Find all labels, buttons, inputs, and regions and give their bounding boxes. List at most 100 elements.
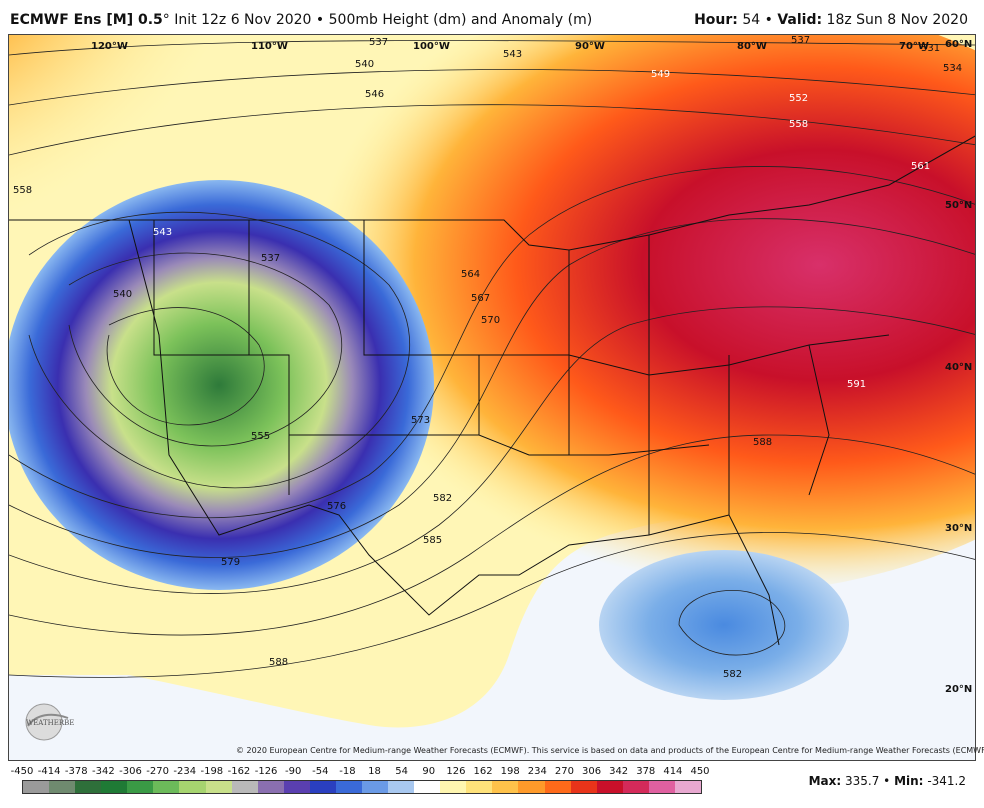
contour-label: 576	[327, 501, 346, 512]
title-separator: •	[315, 12, 325, 28]
legend-color-swatch	[335, 781, 363, 793]
max-value: 335.7	[844, 774, 880, 788]
legend-tick-label: 234	[527, 766, 547, 777]
valid-separator: •	[764, 12, 773, 28]
contour-label: 549	[651, 69, 670, 80]
legend-tick-label: -126	[254, 766, 278, 777]
legend-color-swatch	[362, 781, 389, 793]
legend-color-swatch	[231, 781, 258, 793]
max-min-readout: Max: 335.7 • Min: -341.2	[809, 774, 966, 788]
legend-color-swatch	[518, 781, 545, 793]
hour-value: 54	[742, 12, 761, 28]
legend-tick-label: 378	[636, 766, 656, 777]
legend-color-swatch	[257, 781, 284, 793]
valid-info: Hour: 54 • Valid: 18z Sun 8 Nov 2020	[694, 12, 968, 28]
legend-color-swatch	[544, 781, 571, 793]
logo-text: WEATHERBELL	[26, 719, 74, 727]
legend-color-swatch	[179, 781, 206, 793]
contour-label: 585	[423, 535, 442, 546]
political-boundaries	[9, 135, 975, 646]
chart-title: ECMWF Ens [M] 0.5° Init 12z 6 Nov 2020 •…	[10, 12, 592, 28]
contour-label: 561	[911, 161, 930, 172]
legend-color-swatch	[674, 781, 702, 793]
contour-label: 558	[13, 185, 32, 196]
contour-label: 555	[251, 431, 270, 442]
legend-tick-label: -342	[92, 766, 115, 777]
lon-label: 70°W	[899, 41, 929, 52]
contour-label: 564	[461, 269, 480, 280]
color-legend: -450 -414 -378 -342 -306 -270 -234 -198 -162 -126…	[0, 762, 984, 808]
lat-label: 50°N	[945, 200, 972, 211]
valid-label: Valid:	[777, 12, 823, 28]
lat-label: 30°N	[945, 523, 972, 534]
contour-labels: 537 540 543 546 549 552 558 561 531 534 …	[13, 35, 962, 680]
cold-anomaly	[9, 180, 434, 590]
contour-label: 534	[943, 63, 962, 74]
contour-label: 546	[365, 89, 384, 100]
weatherbell-logo: WEATHERBELL	[22, 700, 84, 744]
contour-label: 531	[921, 43, 940, 54]
init-time: Init 12z 6 Nov 2020	[174, 12, 312, 28]
lat-label: 40°N	[945, 362, 972, 373]
legend-tick-label: 450	[690, 766, 710, 777]
latitude-labels: 60°N 50°N 40°N 30°N 20°N	[945, 39, 972, 695]
legend-tick-label: -306	[119, 766, 142, 777]
contour-label: 588	[753, 437, 772, 448]
contour-label: 579	[221, 557, 240, 568]
contour-label: 537	[791, 35, 810, 46]
legend-color-swatch	[414, 781, 441, 793]
lon-label: 110°W	[251, 41, 288, 52]
warm-anomaly	[249, 35, 975, 595]
product-name: 500mb Height (dm) and Anomaly (m)	[328, 12, 593, 28]
legend-color-swatch	[205, 781, 232, 793]
legend-tick-label: 162	[473, 766, 493, 777]
legend-color-swatch	[75, 781, 102, 793]
legend-color-swatch	[153, 781, 180, 793]
legend-color-swatch	[596, 781, 623, 793]
map-canvas: 120°W 110°W 100°W 90°W 80°W 70°W 60°N 50…	[9, 35, 975, 760]
contour-label: 567	[471, 293, 490, 304]
legend-tick-label: -90	[285, 766, 302, 777]
contour-label: 543	[153, 227, 172, 238]
legend-color-swatch	[466, 781, 493, 793]
copyright-notice: © 2020 European Centre for Medium-range …	[236, 746, 984, 755]
forecast-map: 120°W 110°W 100°W 90°W 80°W 70°W 60°N 50…	[8, 34, 976, 761]
legend-color-swatch	[49, 781, 76, 793]
legend-color-swatch	[309, 781, 336, 793]
height-contours	[9, 40, 975, 678]
degree-mark: °	[162, 12, 170, 28]
maxmin-separator: •	[883, 774, 891, 788]
legend-tick-label: -378	[64, 766, 88, 777]
legend-tick-label: -414	[37, 766, 61, 777]
legend-tick-label: 414	[663, 766, 683, 777]
legend-tick-label: -234	[173, 766, 197, 777]
header: ECMWF Ens [M] 0.5° Init 12z 6 Nov 2020 •…	[0, 0, 984, 34]
contour-label: 552	[789, 93, 808, 104]
legend-tick-label: 90	[422, 766, 436, 777]
contour-label: 540	[355, 59, 374, 70]
legend-color-swatch	[492, 781, 519, 793]
lon-label: 120°W	[91, 41, 128, 52]
contour-label: 591	[847, 379, 866, 390]
contour-label: 582	[723, 669, 742, 680]
legend-ticks: -450 -414 -378 -342 -306 -270 -234 -198 -162 -126…	[11, 766, 710, 780]
legend-tick-label: -450	[10, 766, 34, 777]
legend-tick-label: -162	[227, 766, 251, 777]
contour-label: 573	[411, 415, 430, 426]
legend-color-swatch	[388, 781, 415, 793]
legend-tick-label: 198	[500, 766, 520, 777]
model-name: ECMWF Ens [M] 0.5	[10, 12, 163, 28]
contour-label: 570	[481, 315, 500, 326]
lon-label: 80°W	[737, 41, 767, 52]
legend-color-swatch	[570, 781, 597, 793]
lon-label: 90°W	[575, 41, 605, 52]
max-label: Max:	[808, 774, 842, 788]
legend-tick-label: -270	[146, 766, 169, 777]
legend-tick-label: 270	[554, 766, 574, 777]
lat-label: 20°N	[945, 684, 972, 695]
legend-color-swatch	[127, 781, 154, 793]
legend-tick-label: 126	[446, 766, 466, 777]
lon-label: 100°W	[413, 41, 450, 52]
legend-color-swatch	[23, 781, 50, 793]
legend-color-swatch	[622, 781, 649, 793]
